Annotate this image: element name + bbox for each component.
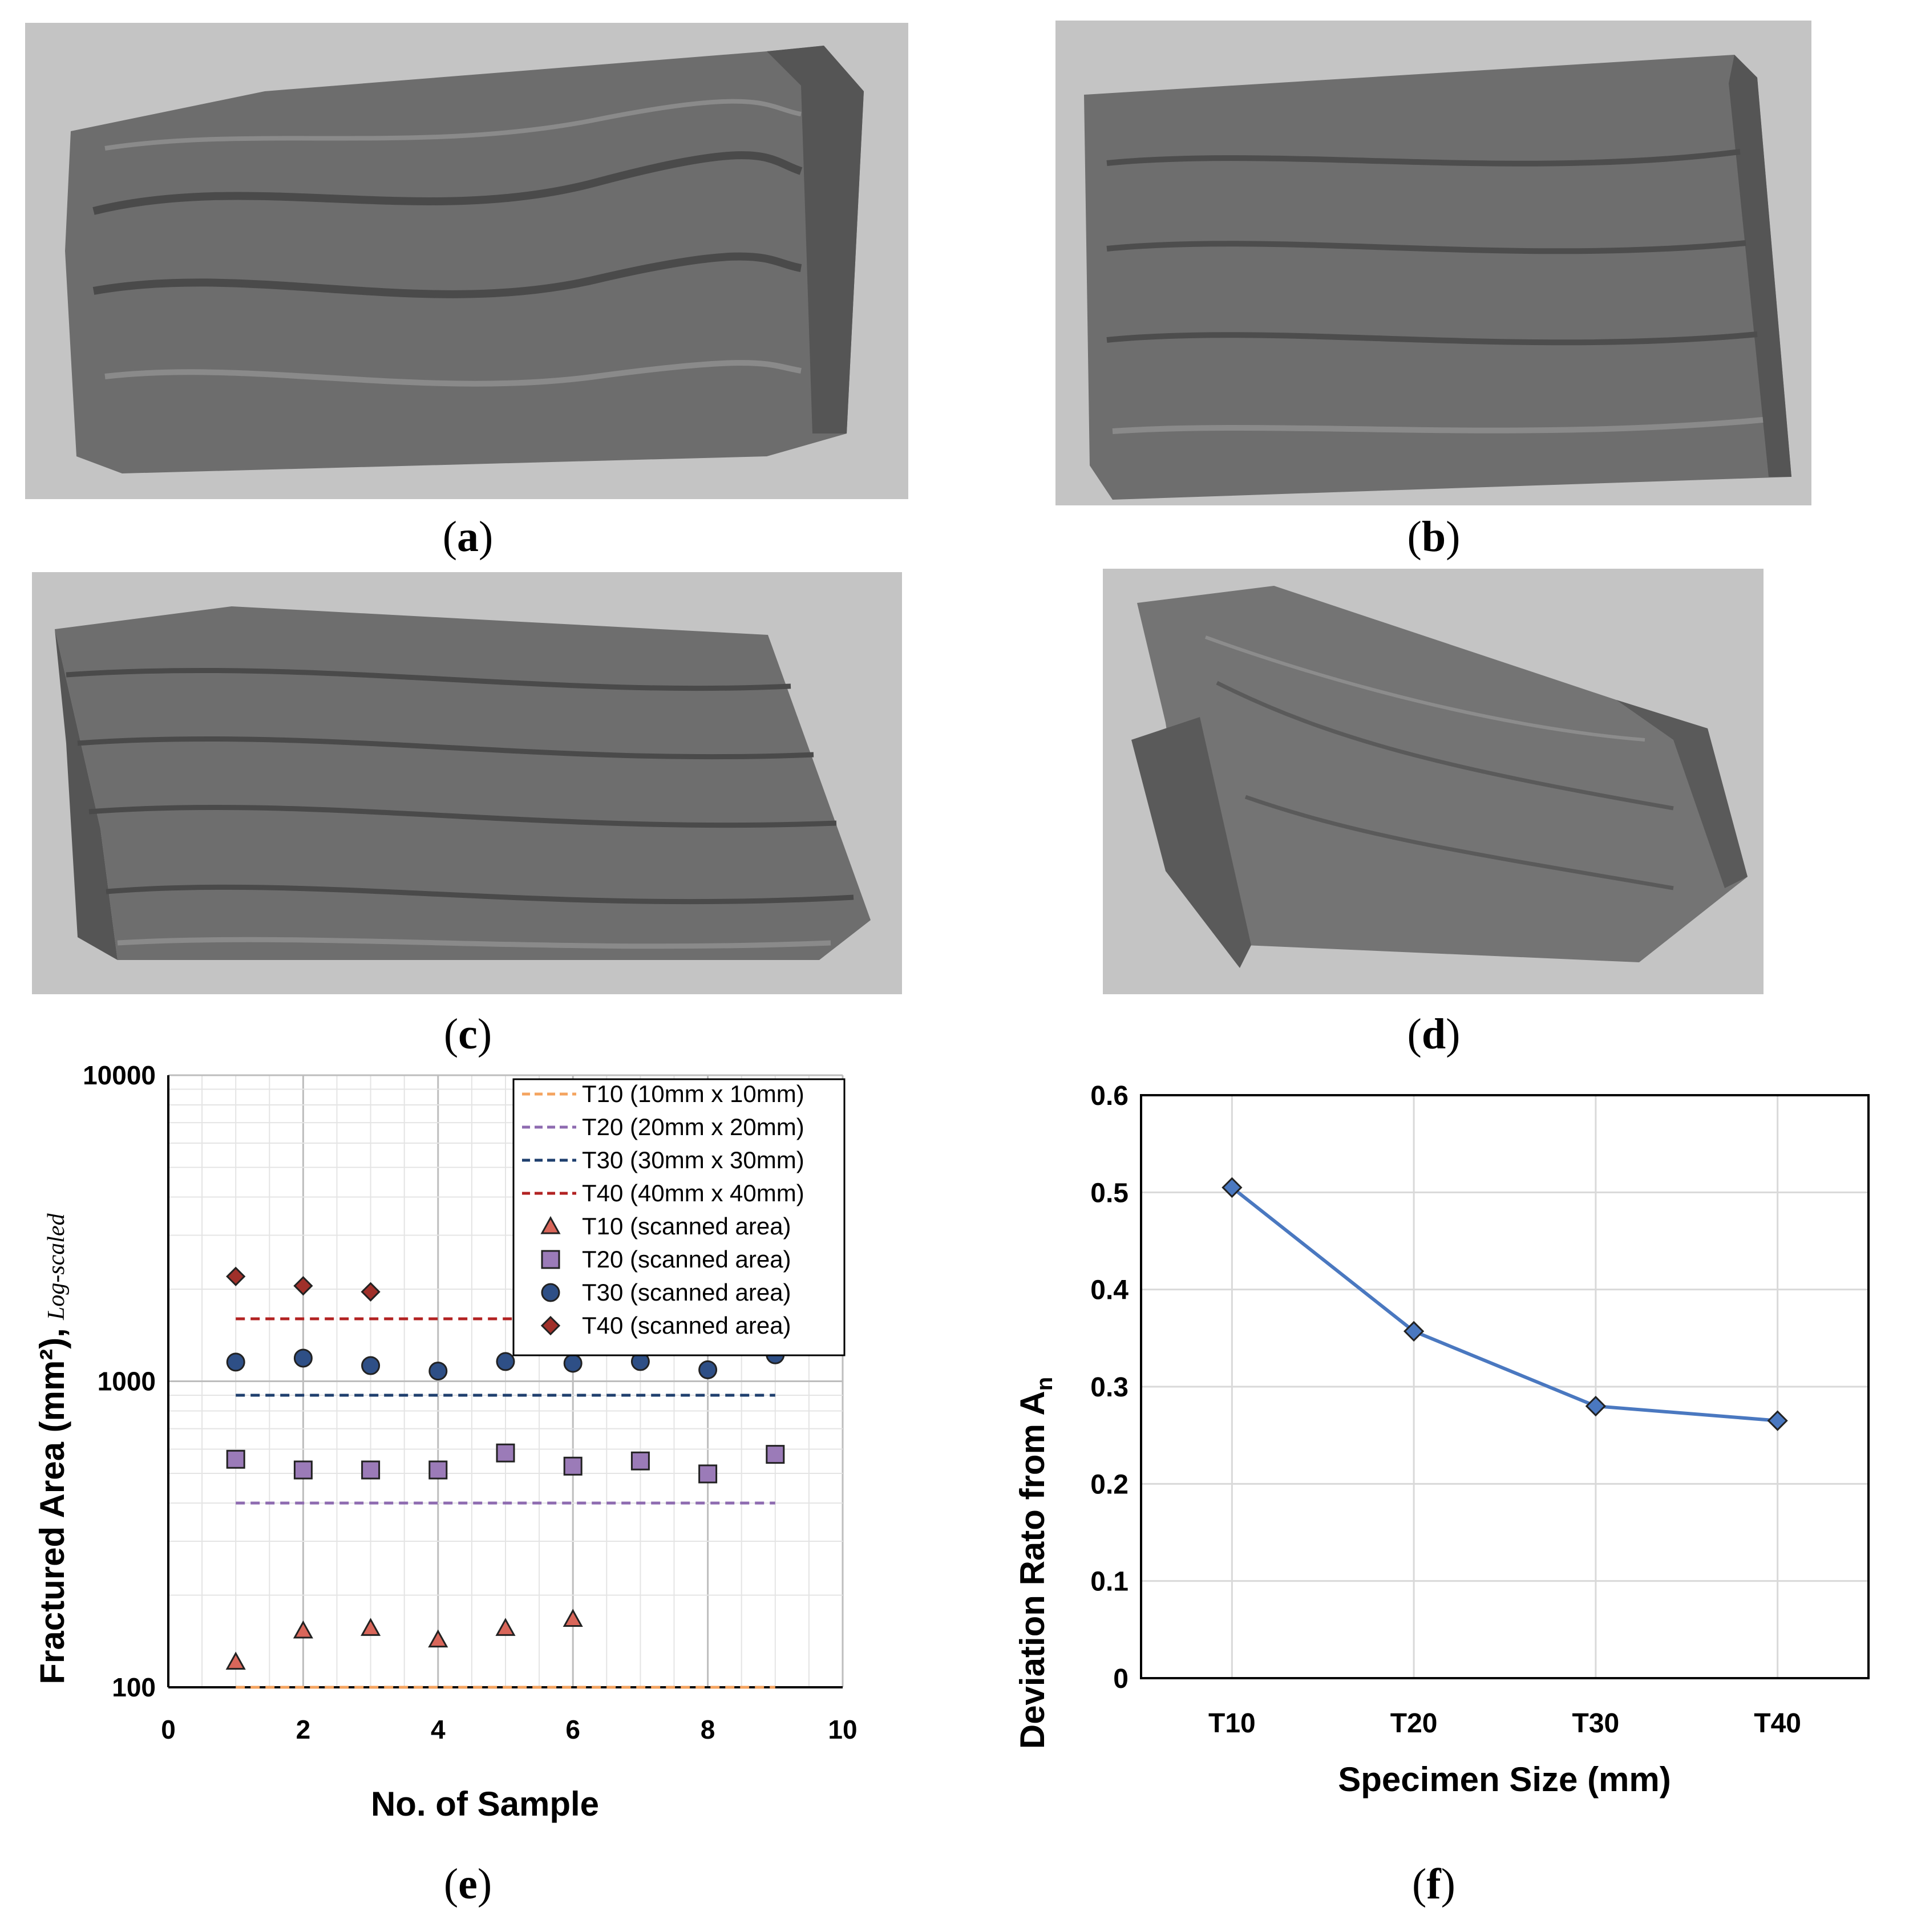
- e-scatter-points: [225, 1266, 785, 1670]
- surface-scan-c: [32, 572, 902, 994]
- e-legend-label: T30 (scanned area): [582, 1279, 791, 1306]
- caption-d: (d): [1407, 1010, 1461, 1058]
- e-legend-marker: [540, 1315, 561, 1336]
- f-y-tick: 0.5: [1090, 1178, 1129, 1208]
- e-point-circle: [293, 1348, 313, 1368]
- surface-scan-d: [1103, 569, 1764, 994]
- e-legend-label: T40 (40mm x 40mm): [582, 1180, 804, 1206]
- f-y-axis-label-main: Deviation Rato from A: [1013, 1391, 1051, 1749]
- caption-c: (c): [443, 1010, 492, 1058]
- e-point-circle: [496, 1352, 515, 1371]
- fracture-surface-c: [55, 606, 871, 960]
- e-point-square: [563, 1456, 583, 1476]
- f-point-diamond: [1404, 1321, 1425, 1342]
- e-point-diamond: [293, 1276, 313, 1296]
- caption-a: (a): [442, 513, 494, 561]
- e-legend-label: T20 (20mm x 20mm): [582, 1113, 804, 1140]
- e-legend-label: T30 (30mm x 30mm): [582, 1147, 804, 1173]
- e-x-tick: 4: [431, 1715, 446, 1744]
- chart-f-deviation-ratio: 0 0.1 0.2 0.3 0.4 0.5 0.6 T10 T20 T30 T40 Specimen…: [1013, 1081, 1870, 1799]
- f-y-axis-label: Deviation Rato from An: [1013, 1377, 1057, 1749]
- f-y-axis-label-sub: n: [1032, 1377, 1057, 1391]
- f-y-tick: 0.6: [1090, 1081, 1129, 1111]
- e-y-axis-label-main: Fractured Area (mm²),: [33, 1328, 71, 1684]
- e-x-tick: 10: [828, 1715, 857, 1744]
- f-plot-frame: [1140, 1094, 1870, 1679]
- e-x-tick: 0: [161, 1715, 176, 1744]
- e-point-circle: [428, 1362, 448, 1381]
- e-legend-label: T20 (scanned area): [582, 1246, 791, 1273]
- caption-b: (b): [1407, 513, 1461, 561]
- e-point-triangle: [563, 1609, 583, 1627]
- fracture-surface-d: [1131, 586, 1748, 968]
- f-y-tick: 0.1: [1090, 1567, 1129, 1597]
- e-legend-marker: [541, 1283, 560, 1302]
- e-point-triangle: [293, 1620, 313, 1639]
- e-point-square: [226, 1449, 245, 1469]
- e-point-triangle: [361, 1618, 381, 1636]
- f-y-tick: 0.2: [1090, 1469, 1129, 1500]
- f-x-tick: T10: [1208, 1708, 1256, 1739]
- f-y-tick: 0.3: [1090, 1372, 1129, 1403]
- chart-e-fractured-area: 0 2 4 6 8 10 100 1000 10000 No. of Sample Fractu…: [33, 1060, 858, 1823]
- surface-scan-a: [25, 23, 908, 499]
- e-x-tick: 8: [701, 1715, 715, 1744]
- e-point-diamond: [226, 1266, 246, 1286]
- e-point-triangle: [495, 1618, 516, 1636]
- e-point-circle: [361, 1356, 381, 1375]
- f-point-diamond: [1585, 1395, 1606, 1417]
- e-legend: T10 (10mm x 10mm) T20 (20mm x 20mm) T30 (3…: [512, 1078, 846, 1356]
- f-y-tick: 0: [1113, 1664, 1129, 1694]
- e-point-triangle: [428, 1629, 448, 1648]
- f-point-diamond: [1767, 1410, 1788, 1431]
- e-point-triangle: [225, 1651, 246, 1670]
- f-x-tick: T30: [1572, 1708, 1620, 1739]
- e-x-axis-label: No. of Sample: [371, 1785, 599, 1823]
- caption-e: (e): [443, 1860, 492, 1908]
- f-x-axis-label: Specimen Size (mm): [1338, 1760, 1671, 1799]
- e-legend-label: T10 (10mm x 10mm): [582, 1080, 804, 1107]
- e-point-square: [428, 1460, 448, 1480]
- surface-scan-b: [1055, 21, 1811, 505]
- f-y-tick: 0.4: [1090, 1275, 1129, 1306]
- e-y-axis-label-suffix: Log-scaled: [43, 1213, 70, 1321]
- f-tick-labels: 0 0.1 0.2 0.3 0.4 0.5 0.6 T10 T20 T30 T40: [1090, 1081, 1801, 1739]
- e-point-square: [630, 1451, 650, 1471]
- e-y-tick: 100: [112, 1672, 156, 1702]
- e-point-square: [293, 1460, 313, 1480]
- fracture-surface-b: [1084, 55, 1791, 500]
- e-y-tick: 10000: [83, 1060, 156, 1090]
- f-grid: [1141, 1094, 1868, 1679]
- caption-f: (f): [1412, 1860, 1455, 1908]
- e-point-square: [698, 1464, 718, 1484]
- e-point-square: [496, 1443, 515, 1463]
- f-series-line: [1222, 1177, 1788, 1431]
- e-legend-label: T40 (scanned area): [582, 1312, 791, 1339]
- f-axes: [1140, 1094, 1870, 1679]
- e-point-diamond: [361, 1282, 381, 1302]
- e-x-tick: 6: [565, 1715, 580, 1744]
- f-series-path: [1231, 1186, 1778, 1423]
- e-legend-label: T10 (scanned area): [582, 1213, 791, 1240]
- e-legend-marker: [541, 1250, 560, 1269]
- e-x-tick: 2: [296, 1715, 311, 1744]
- e-point-square: [361, 1460, 381, 1480]
- e-point-circle: [226, 1352, 245, 1372]
- f-x-tick: T40: [1754, 1708, 1801, 1739]
- e-point-square: [766, 1445, 785, 1464]
- e-legend-marker: [540, 1216, 561, 1234]
- e-point-circle: [563, 1354, 583, 1373]
- e-y-tick: 1000: [98, 1367, 156, 1396]
- f-point-diamond: [1222, 1177, 1243, 1198]
- e-y-axis-label: Fractured Area (mm²), Log-scaled: [33, 1213, 71, 1684]
- e-legend-box: [512, 1078, 846, 1356]
- f-x-tick: T20: [1390, 1708, 1438, 1739]
- fracture-surface-a: [65, 46, 864, 473]
- e-tick-labels: 0 2 4 6 8 10 100 1000 10000: [83, 1060, 858, 1744]
- e-point-circle: [698, 1360, 718, 1379]
